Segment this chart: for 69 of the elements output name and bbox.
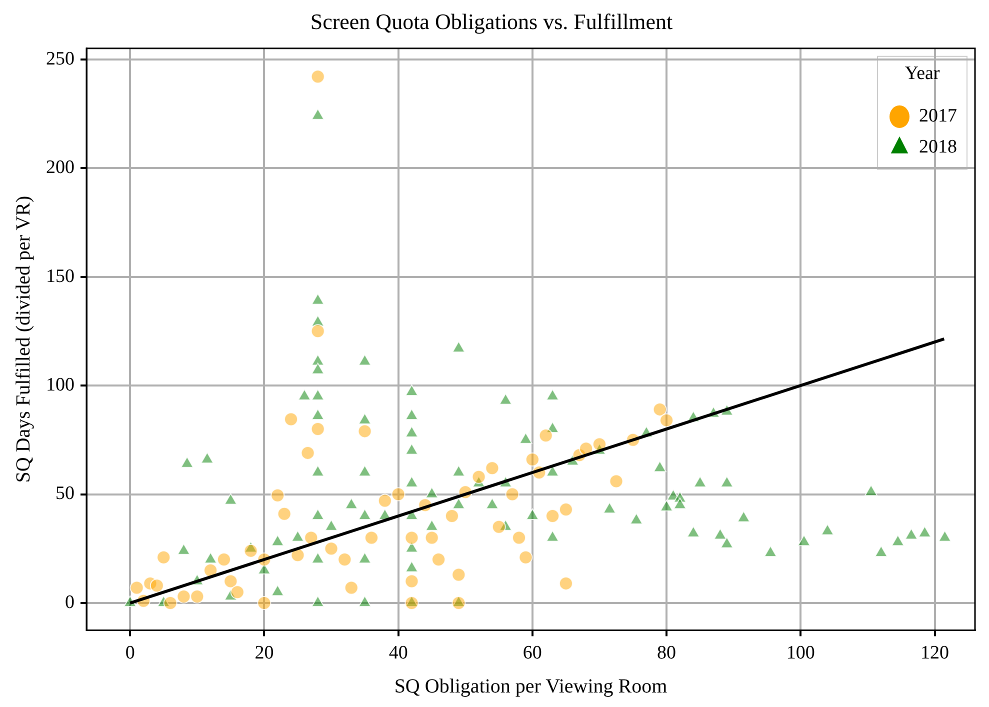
- point: [485, 461, 500, 476]
- point: [270, 488, 285, 502]
- point: [452, 568, 466, 582]
- point: [579, 442, 594, 456]
- point: [338, 552, 352, 567]
- point: [404, 574, 419, 588]
- point: [472, 470, 486, 484]
- point: [558, 502, 573, 516]
- x-tick-label: 20: [254, 642, 274, 664]
- x-tick-label: 60: [522, 642, 542, 664]
- point: [404, 530, 419, 545]
- point: [216, 552, 231, 567]
- x-tick-label: 100: [786, 642, 815, 664]
- point: [592, 437, 606, 452]
- x-tick-label: 120: [920, 642, 950, 664]
- point: [190, 589, 204, 604]
- point: [310, 70, 325, 84]
- point: [505, 487, 520, 502]
- x-tick-label: 40: [388, 642, 408, 664]
- y-tick-label: 150: [46, 266, 74, 287]
- point: [378, 494, 392, 508]
- point: [300, 446, 315, 460]
- point: [525, 452, 540, 466]
- point: [518, 550, 533, 564]
- x-tick-label: 0: [125, 642, 135, 664]
- point: [310, 422, 325, 436]
- point: [324, 542, 338, 556]
- point: [156, 550, 171, 564]
- point: [452, 596, 466, 610]
- legend-title: Year: [904, 62, 940, 84]
- point: [538, 428, 553, 443]
- legend-label: 2017: [919, 106, 957, 127]
- point: [558, 576, 573, 590]
- point: [230, 585, 244, 600]
- chart-title: Screen Quota Obligations vs. Fulfillment: [310, 8, 673, 34]
- legend-label: 2018: [919, 136, 957, 158]
- point: [512, 530, 526, 545]
- point: [176, 589, 191, 604]
- point: [344, 580, 358, 595]
- point: [609, 474, 624, 488]
- point: [204, 563, 218, 578]
- y-tick-label: 200: [46, 157, 74, 178]
- point: [492, 520, 506, 534]
- point: [244, 544, 258, 558]
- point: [432, 552, 446, 567]
- point: [444, 509, 459, 524]
- y-tick-label: 50: [56, 483, 74, 504]
- point: [391, 487, 406, 502]
- point: [546, 509, 560, 524]
- point: [284, 412, 298, 426]
- y-tick-label: 100: [46, 374, 74, 396]
- y-tick-label: 0: [65, 592, 74, 613]
- point: [652, 402, 667, 416]
- point: [310, 324, 325, 338]
- x-axis-title: SQ Obligation per Viewing Room: [394, 675, 668, 698]
- point: [364, 530, 378, 545]
- point: [424, 530, 439, 545]
- point: [277, 506, 292, 521]
- point: [404, 596, 419, 610]
- y-axis-title: SQ Days Fulfilled (divided per VR): [12, 196, 34, 483]
- point: [257, 596, 272, 610]
- x-tick-label: 80: [657, 642, 676, 664]
- point: [130, 580, 144, 595]
- point: [660, 413, 674, 428]
- y-tick-label: 250: [46, 48, 74, 70]
- point: [163, 596, 178, 610]
- point: [224, 574, 238, 588]
- point: [358, 424, 372, 438]
- point: [150, 578, 164, 593]
